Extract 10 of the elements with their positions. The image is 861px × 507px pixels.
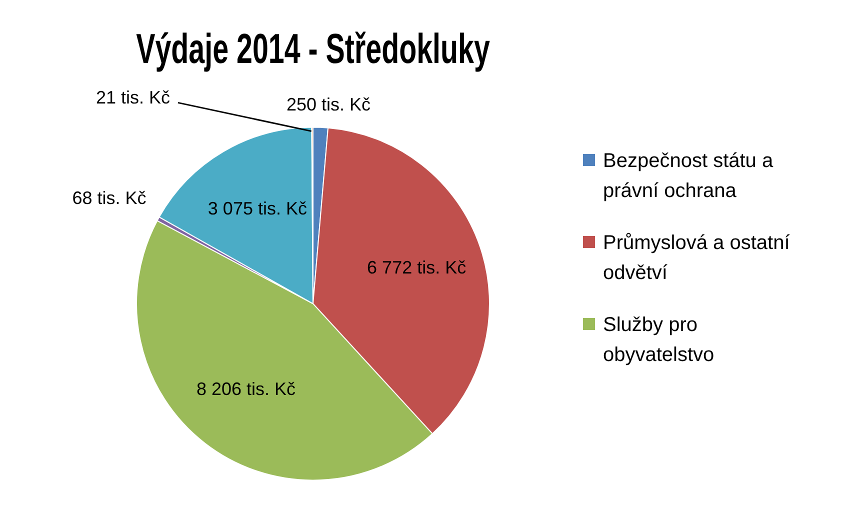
data-label: 68 tis. Kč [72,188,146,208]
data-label: 8 206 tis. Kč [196,379,296,400]
legend-label: Bezpečnost státu a právní ochrana [603,149,774,204]
data-label: 250 tis. Kč [286,94,371,114]
data-label: 21 tis. Kč [96,88,170,108]
data-label: 6 772 tis. Kč [367,257,466,278]
data-label: 3 075 tis. Kč [208,198,307,218]
chart-title: Výdaje 2014 - Středokluky [136,24,490,72]
legend-label: Průmyslová a ostatní odvětví [603,231,791,286]
legend-label: Služby pro obyvatelstvo [603,313,716,368]
